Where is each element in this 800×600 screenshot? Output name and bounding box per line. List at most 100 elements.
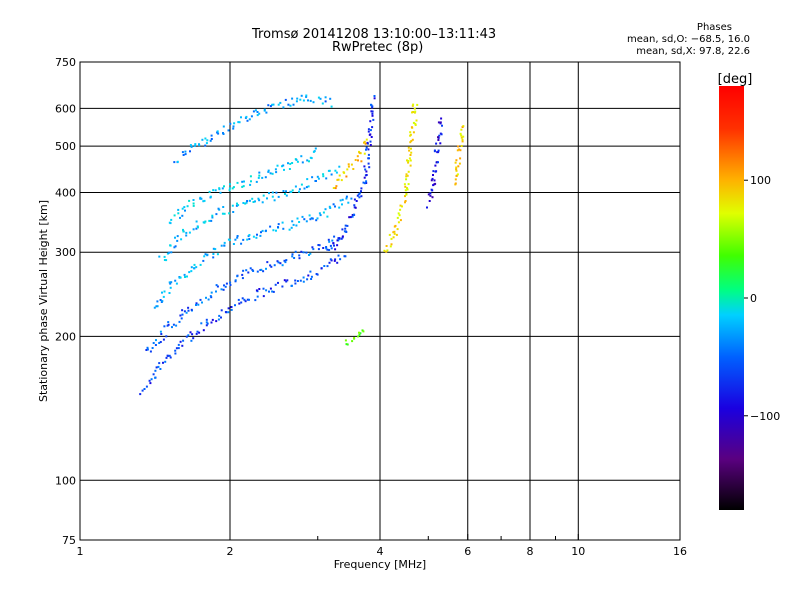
data-point <box>225 311 228 314</box>
data-point <box>181 151 184 154</box>
data-point <box>235 204 238 207</box>
data-point <box>237 121 240 124</box>
data-point <box>188 199 191 202</box>
data-point <box>271 195 274 198</box>
data-point <box>326 215 329 218</box>
data-point <box>455 166 458 169</box>
data-point <box>227 311 230 314</box>
data-point <box>153 306 156 309</box>
data-point <box>333 244 335 247</box>
data-point <box>269 287 272 290</box>
data-point <box>224 285 227 288</box>
data-point <box>217 132 220 135</box>
data-point <box>401 205 403 208</box>
data-point <box>291 253 294 256</box>
data-point <box>193 263 196 266</box>
data-point <box>359 332 362 335</box>
data-point <box>184 150 187 153</box>
data-point <box>328 240 331 243</box>
data-point <box>403 183 406 186</box>
data-point <box>207 298 210 301</box>
data-point <box>294 282 297 285</box>
data-point <box>246 238 249 241</box>
data-point <box>365 138 368 141</box>
data-point <box>162 361 164 364</box>
data-point <box>327 169 330 172</box>
data-point <box>162 338 165 341</box>
data-point <box>409 159 412 162</box>
data-point <box>165 335 168 338</box>
data-point <box>291 189 294 192</box>
data-point <box>248 199 251 202</box>
data-point <box>180 238 183 241</box>
data-point <box>173 161 176 164</box>
data-point <box>295 224 298 227</box>
data-point <box>291 162 294 164</box>
data-point <box>437 121 440 124</box>
colorbar <box>719 86 744 510</box>
data-point <box>302 251 305 254</box>
data-point <box>197 303 200 306</box>
data-point <box>364 142 367 145</box>
data-point <box>178 320 181 323</box>
data-point <box>206 322 209 325</box>
data-point <box>206 253 209 256</box>
data-point <box>199 197 202 200</box>
data-point <box>257 197 260 200</box>
data-point <box>296 160 299 163</box>
data-point <box>154 369 157 372</box>
data-point <box>407 160 410 162</box>
data-point <box>406 159 408 162</box>
data-point <box>319 97 322 100</box>
data-point <box>173 214 176 217</box>
data-point <box>350 197 353 200</box>
data-point <box>455 174 458 177</box>
y-axis-ticks: 75 100 200 300 400 500 600 750 <box>55 56 76 547</box>
data-point <box>282 190 285 192</box>
data-point <box>358 151 361 154</box>
data-point <box>308 254 310 256</box>
data-point <box>255 236 258 239</box>
data-point <box>281 165 283 168</box>
data-point <box>295 100 298 103</box>
data-point <box>365 180 368 183</box>
data-point <box>354 159 357 161</box>
data-point <box>217 207 220 210</box>
data-point <box>324 96 327 99</box>
data-point <box>329 97 332 100</box>
data-point <box>176 235 179 238</box>
data-point <box>367 130 370 133</box>
data-point <box>146 346 149 349</box>
data-point <box>358 333 361 336</box>
data-point <box>461 138 464 141</box>
data-point <box>306 278 309 281</box>
data-point <box>150 378 153 381</box>
data-point <box>332 242 335 245</box>
data-point <box>393 232 396 235</box>
data-point <box>157 365 160 368</box>
data-point <box>221 187 224 190</box>
data-point <box>290 191 293 193</box>
data-point <box>211 216 214 219</box>
data-point <box>305 251 308 254</box>
data-point <box>242 202 245 204</box>
data-point <box>229 122 232 125</box>
data-point <box>435 142 438 145</box>
data-point <box>204 137 207 140</box>
data-point <box>439 142 442 145</box>
data-point <box>369 133 372 136</box>
data-point <box>435 170 438 173</box>
data-point <box>457 165 460 168</box>
data-point <box>311 217 314 220</box>
data-point <box>277 281 279 284</box>
data-point <box>210 291 213 294</box>
data-point <box>229 284 232 286</box>
data-point <box>385 245 388 247</box>
data-point <box>192 337 195 340</box>
data-point <box>244 202 247 205</box>
data-point <box>152 342 155 344</box>
data-point <box>457 145 460 148</box>
data-point <box>218 188 221 191</box>
data-point <box>458 148 461 151</box>
data-point <box>285 259 288 262</box>
